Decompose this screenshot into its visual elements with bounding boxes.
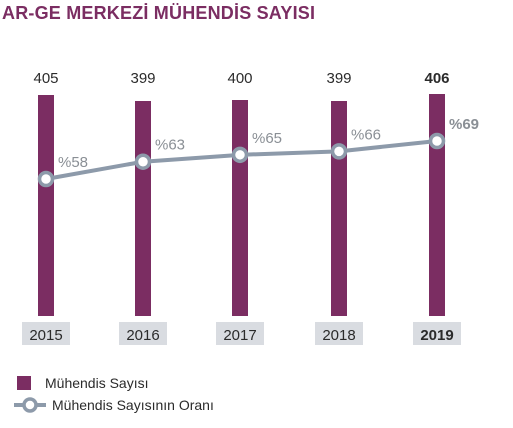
legend-item-line: Mühendis Sayısının Oranı — [14, 394, 214, 416]
legend-bar-swatch — [17, 376, 31, 390]
line-point-2019 — [428, 132, 446, 150]
bar-value-label-2017: 400 — [227, 70, 252, 87]
bar-2016 — [135, 101, 151, 316]
line-point-2018 — [330, 143, 348, 160]
bar-value-label-2019: 406 — [424, 70, 449, 87]
category-label-2016: 2016 — [126, 327, 159, 344]
category-axis: 2015 2016 2017 2018 2019 — [22, 322, 461, 345]
category-label-2018: 2018 — [322, 327, 355, 344]
bar-2015 — [38, 95, 54, 316]
bar-2017 — [232, 100, 248, 316]
line-point-2017 — [231, 146, 249, 164]
bar-value-label-2015: 405 — [33, 70, 58, 87]
category-box-2015 — [22, 322, 70, 345]
line-value-labels: %58 %63 %65 %66 %69 — [58, 116, 479, 171]
bar-2019 — [429, 94, 445, 316]
bar-series — [38, 94, 445, 316]
line-value-label-2015: %58 — [58, 154, 88, 171]
category-label-2015: 2015 — [29, 327, 62, 344]
line-series — [37, 132, 446, 188]
line-point-2015 — [37, 170, 55, 188]
line-value-label-2017: %65 — [252, 130, 282, 147]
chart-title: AR-GE MERKEZİ MÜHENDİS SAYISI — [2, 3, 316, 23]
line-value-label-2018: %66 — [351, 126, 381, 143]
line-value-label-2016: %63 — [155, 137, 185, 154]
bar-2018 — [331, 101, 347, 316]
legend-item-bar: Mühendis Sayısı — [14, 372, 214, 394]
category-box-2018 — [315, 322, 363, 345]
category-box-2017 — [216, 322, 264, 345]
category-box-2019 — [413, 322, 461, 345]
legend-line-swatch — [14, 397, 46, 413]
legend: Mühendis Sayısı Mühendis Sayısının Oranı — [14, 372, 214, 416]
category-box-2016 — [119, 322, 167, 345]
legend-bar-label: Mühendis Sayısı — [45, 375, 149, 391]
bar-value-label-2016: 399 — [130, 70, 155, 87]
line-point-2016 — [134, 153, 152, 170]
category-label-2017: 2017 — [223, 327, 256, 344]
bar-value-label-2018: 399 — [326, 70, 351, 87]
legend-line-label: Mühendis Sayısının Oranı — [52, 397, 214, 413]
category-label-2019: 2019 — [420, 327, 453, 344]
line-value-label-2019: %69 — [449, 116, 479, 133]
bar-value-labels: 405 399 400 399 406 — [33, 70, 449, 87]
